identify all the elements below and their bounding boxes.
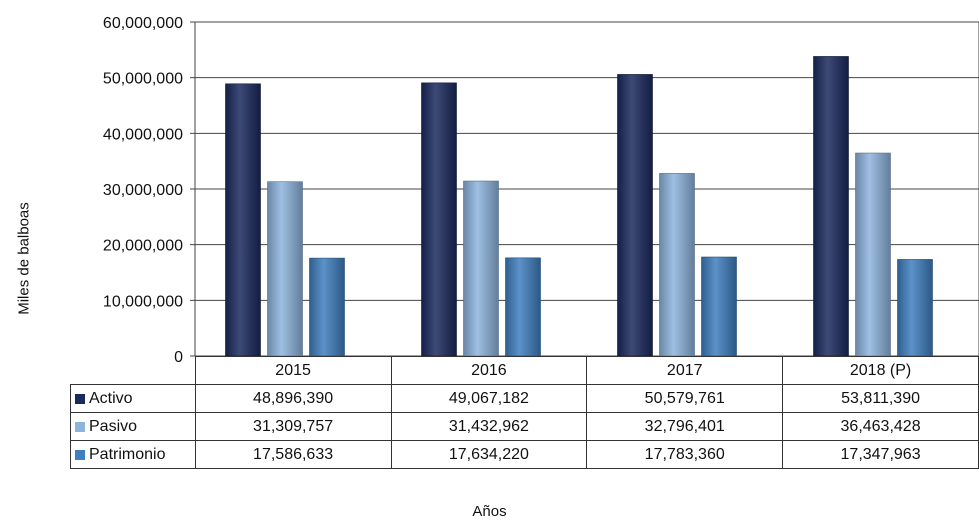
data-cell: 48,896,390 [194, 384, 392, 413]
data-cell: 32,796,401 [586, 412, 784, 441]
bar-patrimonio-2016 [505, 257, 541, 357]
bar-activo-2016 [421, 82, 457, 357]
data-table: 2015 2016 2017 2018 (P) Activo 48,896,39… [70, 356, 979, 469]
y-tick-label: 50,000,000 [103, 71, 183, 88]
bar-pasivo-2017 [659, 173, 695, 357]
legend-entry-patrimonio: Patrimonio [70, 440, 196, 469]
data-table-corner [70, 356, 196, 385]
data-table-row-pasivo: Pasivo 31,309,757 31,432,962 32,796,401 … [70, 412, 979, 441]
category-label: 2016 [390, 356, 588, 385]
y-tick-label: 30,000,000 [103, 182, 183, 199]
data-cell: 49,067,182 [390, 384, 588, 413]
legend-label: Activo [89, 389, 133, 407]
bar-patrimonio-2017 [701, 256, 737, 357]
y-axis-label: Miles de balboas [15, 202, 33, 315]
data-cell: 31,432,962 [390, 412, 588, 441]
category-label: 2017 [586, 356, 784, 385]
legend-swatch-patrimonio [75, 449, 85, 460]
data-cell: 17,586,633 [194, 440, 392, 469]
category-label: 2018 (P) [782, 356, 979, 385]
legend-label: Pasivo [89, 417, 138, 435]
bar-patrimonio-2015 [309, 257, 345, 357]
data-table-header-row: 2015 2016 2017 2018 (P) [70, 356, 979, 385]
y-tick-label: 20,000,000 [103, 238, 183, 255]
y-tick-label: 60,000,000 [103, 15, 183, 32]
bar-pasivo-2016 [463, 180, 499, 357]
data-cell: 31,309,757 [194, 412, 392, 441]
bar-pasivo-2015 [267, 181, 303, 357]
data-cell: 17,347,963 [782, 440, 979, 469]
data-cell: 53,811,390 [782, 384, 979, 413]
x-axis-label: Años [472, 503, 507, 520]
bar-activo-2018P [813, 56, 849, 357]
category-label: 2015 [194, 356, 392, 385]
legend-entry-pasivo: Pasivo [70, 412, 196, 441]
data-table-row-activo: Activo 48,896,390 49,067,182 50,579,761 … [70, 384, 979, 413]
legend-label: Patrimonio [89, 445, 166, 463]
data-table-row-patrimonio: Patrimonio 17,586,633 17,634,220 17,783,… [70, 440, 979, 469]
data-cell: 17,634,220 [390, 440, 588, 469]
data-cell: 36,463,428 [782, 412, 979, 441]
bar-patrimonio-2018P [897, 259, 933, 357]
bar-activo-2015 [225, 83, 261, 357]
y-tick-label: 40,000,000 [103, 126, 183, 143]
legend-swatch-activo [75, 393, 85, 404]
legend-entry-activo: Activo [70, 384, 196, 413]
y-tick-label: 10,000,000 [103, 293, 183, 310]
data-cell: 50,579,761 [586, 384, 784, 413]
data-cell: 17,783,360 [586, 440, 784, 469]
legend-swatch-pasivo [75, 421, 85, 432]
bar-pasivo-2018P [855, 152, 891, 357]
bar-activo-2017 [617, 74, 653, 357]
